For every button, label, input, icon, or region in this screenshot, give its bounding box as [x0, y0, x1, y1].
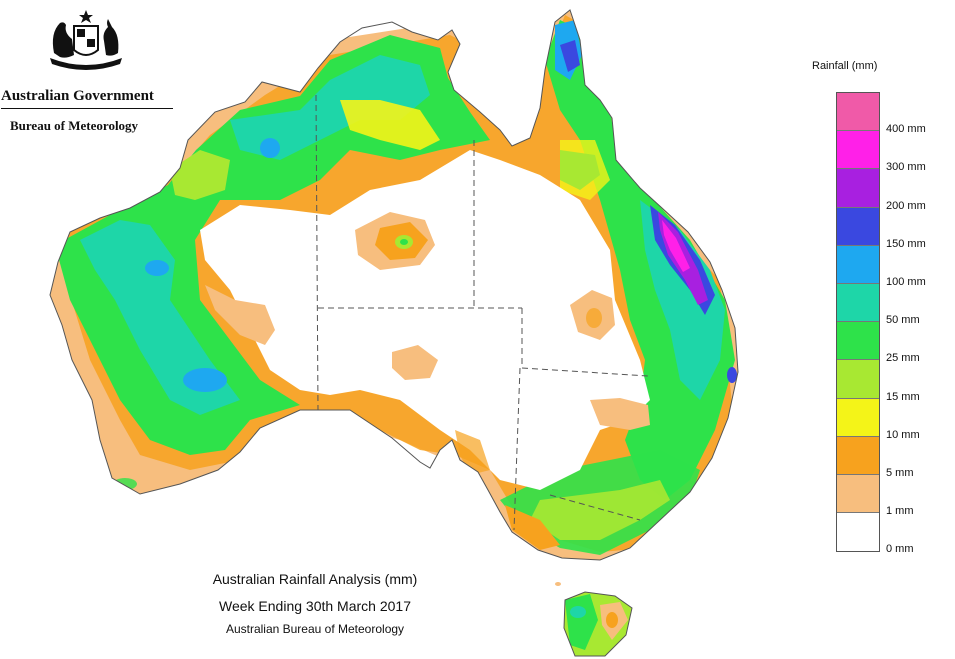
legend-title: Rainfall (mm) — [812, 60, 878, 72]
map-title: Australian Rainfall Analysis (mm) — [212, 571, 418, 587]
legend-swatch — [837, 93, 879, 132]
map-source: Australian Bureau of Meteorology — [225, 622, 405, 636]
legend-label: 25 mm — [886, 352, 920, 365]
legend-swatch — [837, 283, 879, 323]
legend-label: 10 mm — [886, 428, 920, 441]
legend-label: 300 mm — [886, 161, 926, 174]
legend-swatch — [837, 131, 879, 170]
legend-swatch — [837, 245, 879, 284]
legend-label: 0 mm — [886, 543, 914, 556]
legend-label: 200 mm — [886, 199, 926, 212]
map-subtitle: Week Ending 30th March 2017 — [219, 598, 411, 614]
legend-label: 100 mm — [886, 276, 926, 288]
legend-label: 50 mm — [886, 314, 920, 327]
legend-swatch — [837, 513, 879, 552]
legend-swatch — [837, 169, 879, 208]
legend-label: 1 mm — [886, 505, 914, 518]
legend-label: 150 mm — [886, 237, 926, 250]
legend-label: 15 mm — [886, 390, 920, 403]
coat-of-arms-icon — [50, 10, 122, 70]
legend-swatch — [837, 436, 879, 475]
agency-name: Bureau of Meteorology — [10, 118, 139, 133]
legend-swatch — [837, 360, 879, 399]
legend-swatch — [837, 474, 879, 514]
legend-swatch — [837, 207, 879, 246]
legend-label: 5 mm — [886, 467, 914, 479]
legend-label: 400 mm — [886, 123, 926, 136]
legend-swatch — [837, 322, 879, 361]
legend-color-scale — [836, 92, 880, 553]
legend-swatch — [837, 398, 879, 437]
government-name: Australian Government — [1, 88, 173, 109]
